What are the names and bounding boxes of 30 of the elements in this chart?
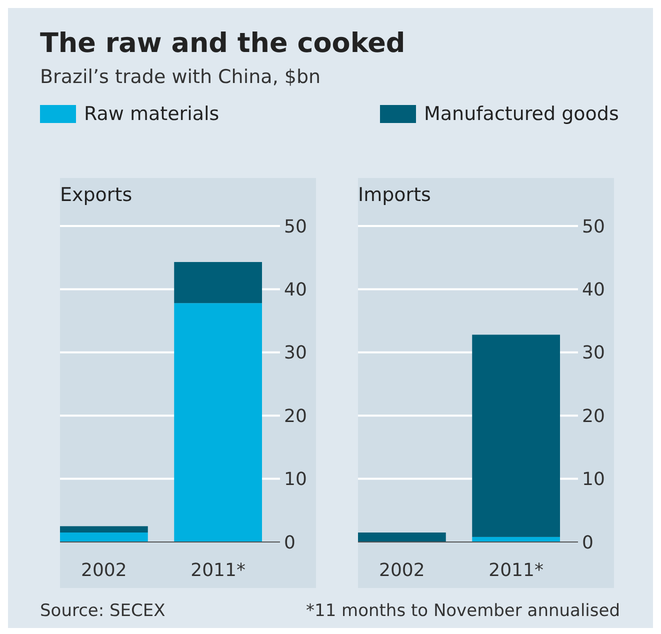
y-tick-label: 40 bbox=[582, 280, 605, 300]
bar bbox=[174, 303, 262, 542]
bar bbox=[472, 334, 560, 537]
text: *11 months to November annualised bbox=[306, 601, 620, 621]
y-tick-label: 20 bbox=[284, 406, 307, 427]
bar bbox=[60, 532, 148, 542]
bar bbox=[174, 262, 262, 304]
y-tick-label: 20 bbox=[582, 406, 605, 427]
y-tick-label: 40 bbox=[284, 280, 307, 300]
y-tick-label: 10 bbox=[582, 469, 605, 490]
y-tick-label: 50 bbox=[582, 216, 605, 238]
bar bbox=[358, 532, 446, 542]
y-tick-label: 10 bbox=[284, 469, 307, 490]
x-tick-label: 2011* bbox=[488, 560, 544, 581]
source-note: Source: SECEX bbox=[40, 601, 166, 621]
chart-title: Exports bbox=[60, 184, 132, 206]
y-tick-label: 50 bbox=[284, 216, 307, 238]
legend-label: Raw materials bbox=[84, 103, 220, 125]
y-tick-label: 0 bbox=[284, 532, 296, 554]
y-tick-label: 30 bbox=[582, 342, 605, 364]
x-tick-label: 2011* bbox=[190, 560, 246, 581]
legend-label: Manufactured goods bbox=[424, 103, 619, 125]
y-tick-label: 0 bbox=[582, 532, 594, 554]
x-tick-label: 2002 bbox=[81, 560, 127, 581]
bar bbox=[60, 526, 148, 533]
x-tick-label: 2002 bbox=[379, 560, 425, 581]
chart-title: Imports bbox=[358, 184, 431, 206]
text: Brazil’s trade with China, $bn bbox=[40, 66, 321, 88]
y-tick-label: 30 bbox=[284, 342, 307, 364]
text: The raw and the cooked bbox=[40, 28, 406, 59]
